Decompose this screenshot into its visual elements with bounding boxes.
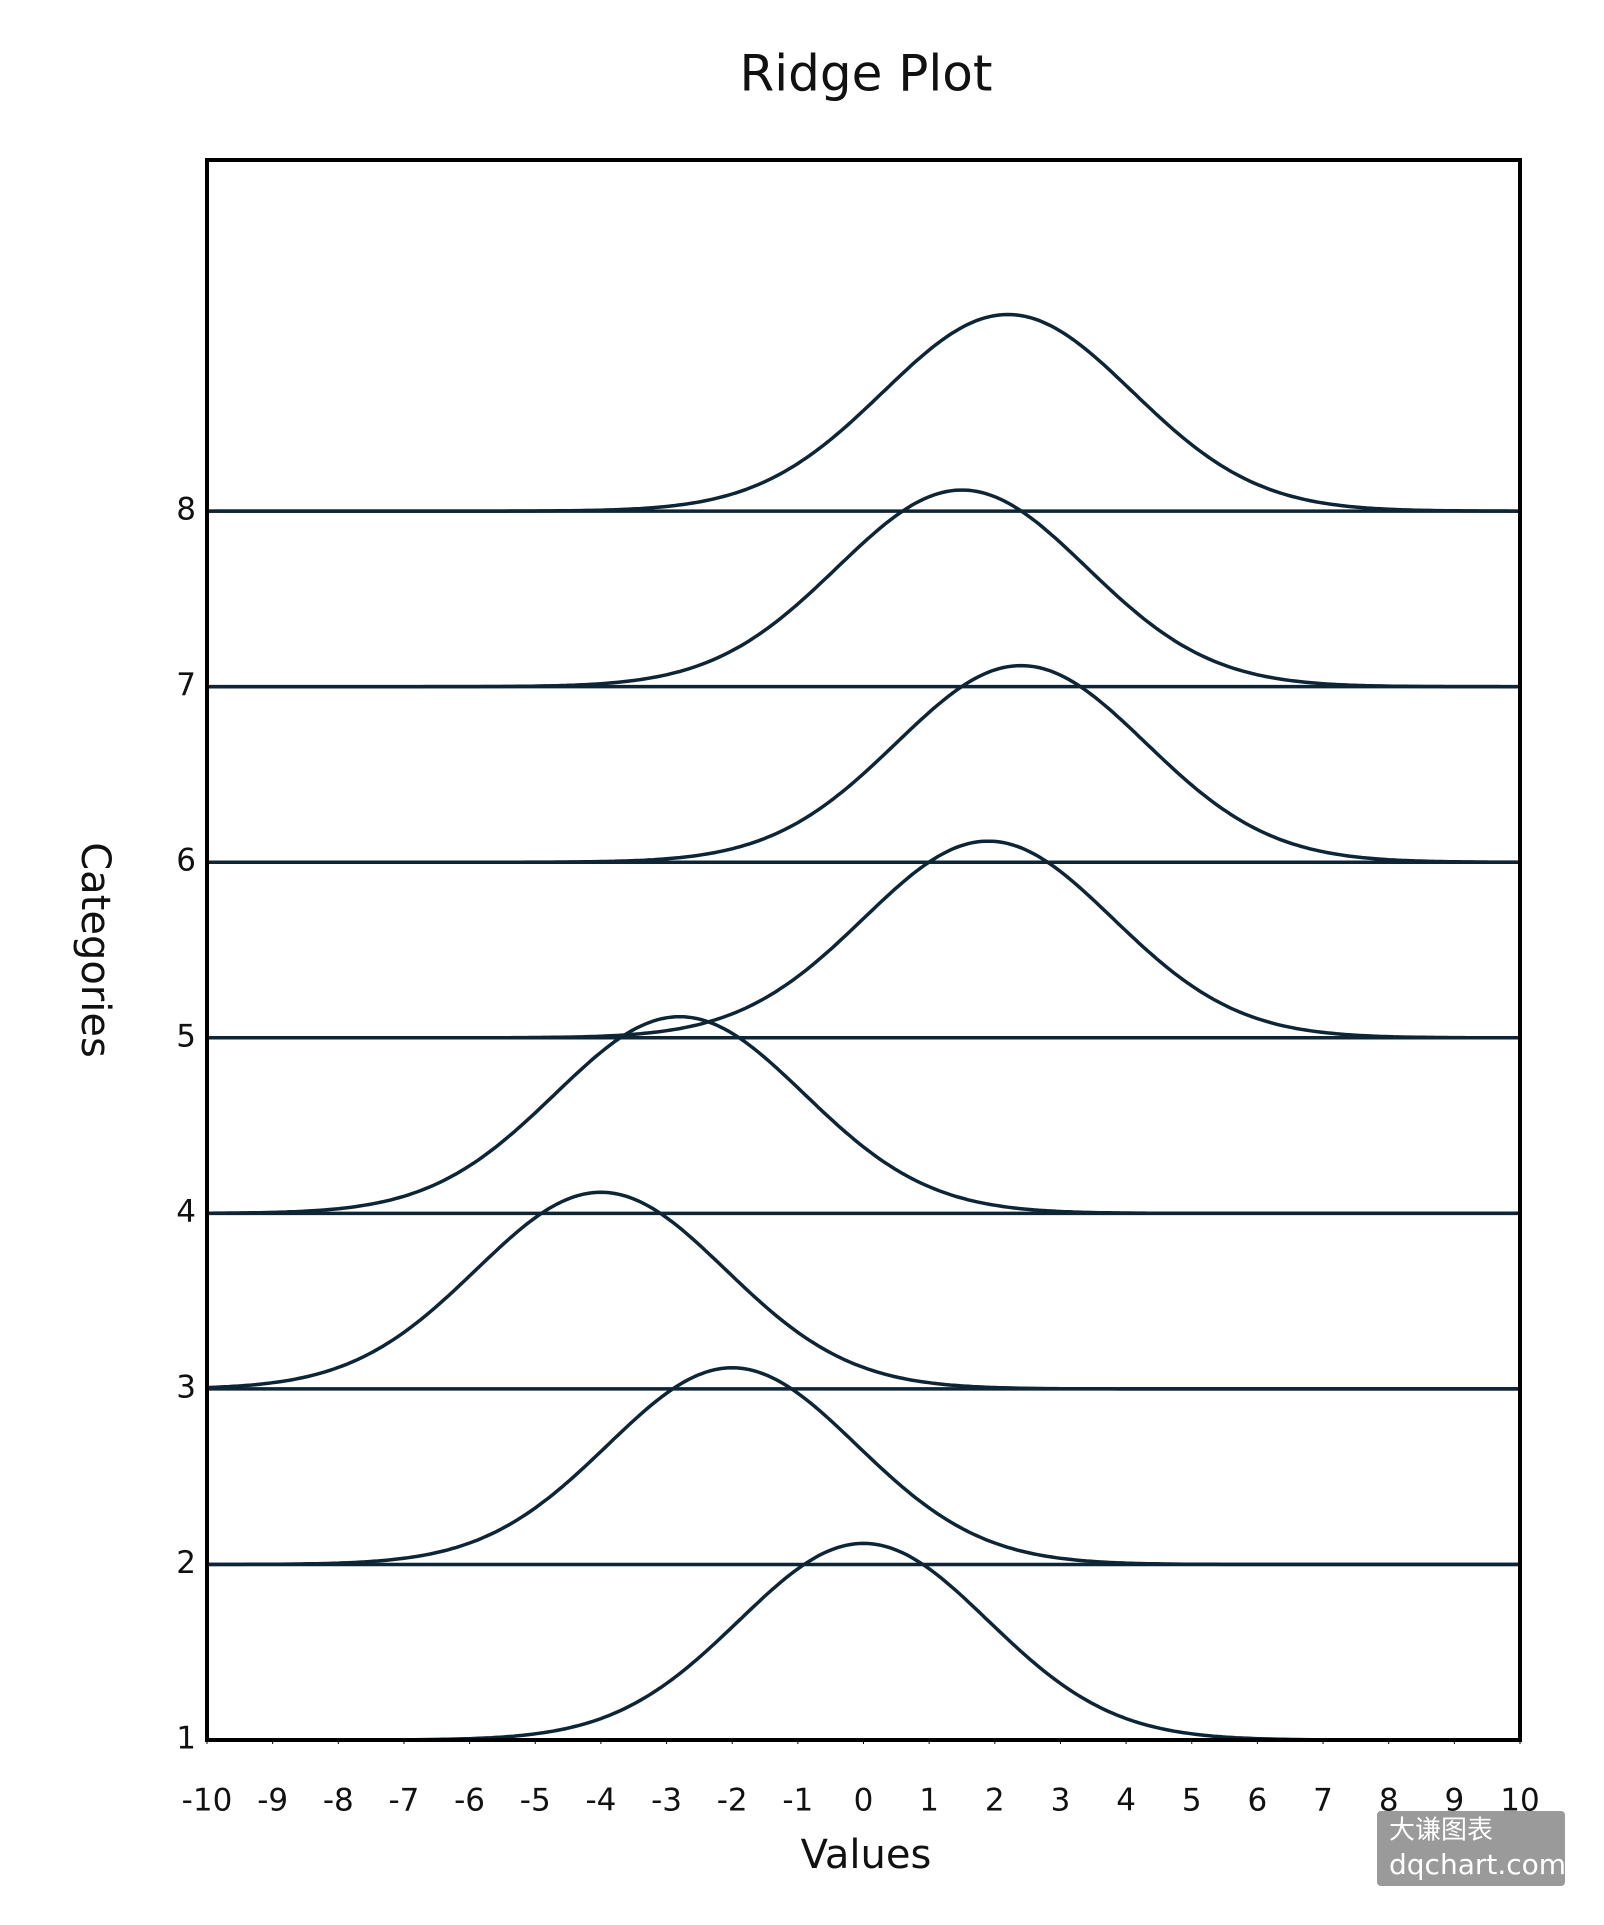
ridge-curve	[206, 1190, 1520, 1391]
x-tick-label: 5	[1182, 1783, 1202, 1819]
x-tick-label: -10	[182, 1783, 233, 1819]
ridge-curve	[207, 663, 1521, 864]
x-tick-label: -6	[454, 1783, 485, 1819]
watermark-box	[1377, 1811, 1565, 1886]
x-tick-label: 2	[985, 1783, 1005, 1819]
watermark: dqchart.com	[1389, 1848, 1566, 1881]
ridge-curve	[207, 312, 1520, 513]
plot-frame	[205, 158, 1522, 1742]
chart-title: Ridge Plot	[739, 45, 992, 103]
y-tick-label: 5	[176, 1018, 196, 1054]
x-tick-label: -8	[323, 1783, 354, 1819]
y-tick-label: 7	[176, 667, 196, 703]
watermark: 大谦图表	[1389, 1816, 1493, 1846]
y-tick-label: 6	[176, 843, 196, 879]
y-tick-label: 4	[176, 1194, 196, 1230]
x-tick-label: 4	[1116, 1783, 1136, 1819]
ridge-curve	[207, 1366, 1520, 1567]
y-tick-label: 3	[176, 1369, 196, 1405]
x-tick-label: -9	[257, 1783, 288, 1819]
x-tick-label: 8	[1379, 1783, 1399, 1819]
y-tick-label: 2	[176, 1545, 196, 1581]
x-tick-label: -1	[782, 1783, 813, 1819]
x-tick-label: -5	[520, 1783, 551, 1819]
x-tick-label: 3	[1051, 1783, 1071, 1819]
x-tick-label: -4	[585, 1783, 616, 1819]
y-tick-label: 1	[176, 1721, 196, 1757]
x-tick-label: 1	[919, 1783, 939, 1819]
x-tick-label: 7	[1313, 1783, 1333, 1819]
ridge-curve	[207, 1014, 1520, 1216]
x-tick-label: -7	[388, 1783, 419, 1819]
x-tick-label: -3	[651, 1783, 682, 1819]
y-tick-label: 8	[176, 492, 196, 528]
x-tick-label: 6	[1248, 1783, 1268, 1819]
x-tick-label: -2	[717, 1783, 748, 1819]
x-tick-label: 9	[1444, 1783, 1464, 1819]
x-tick-label: 0	[854, 1783, 874, 1819]
x-tick-label: 10	[1500, 1783, 1539, 1819]
x-axis-label: Values	[801, 1832, 932, 1878]
ridge-curve	[207, 839, 1520, 1040]
ridge-curve	[207, 488, 1520, 689]
y-axis-label: Categories	[72, 842, 118, 1058]
ridge-curve	[207, 1541, 1520, 1742]
